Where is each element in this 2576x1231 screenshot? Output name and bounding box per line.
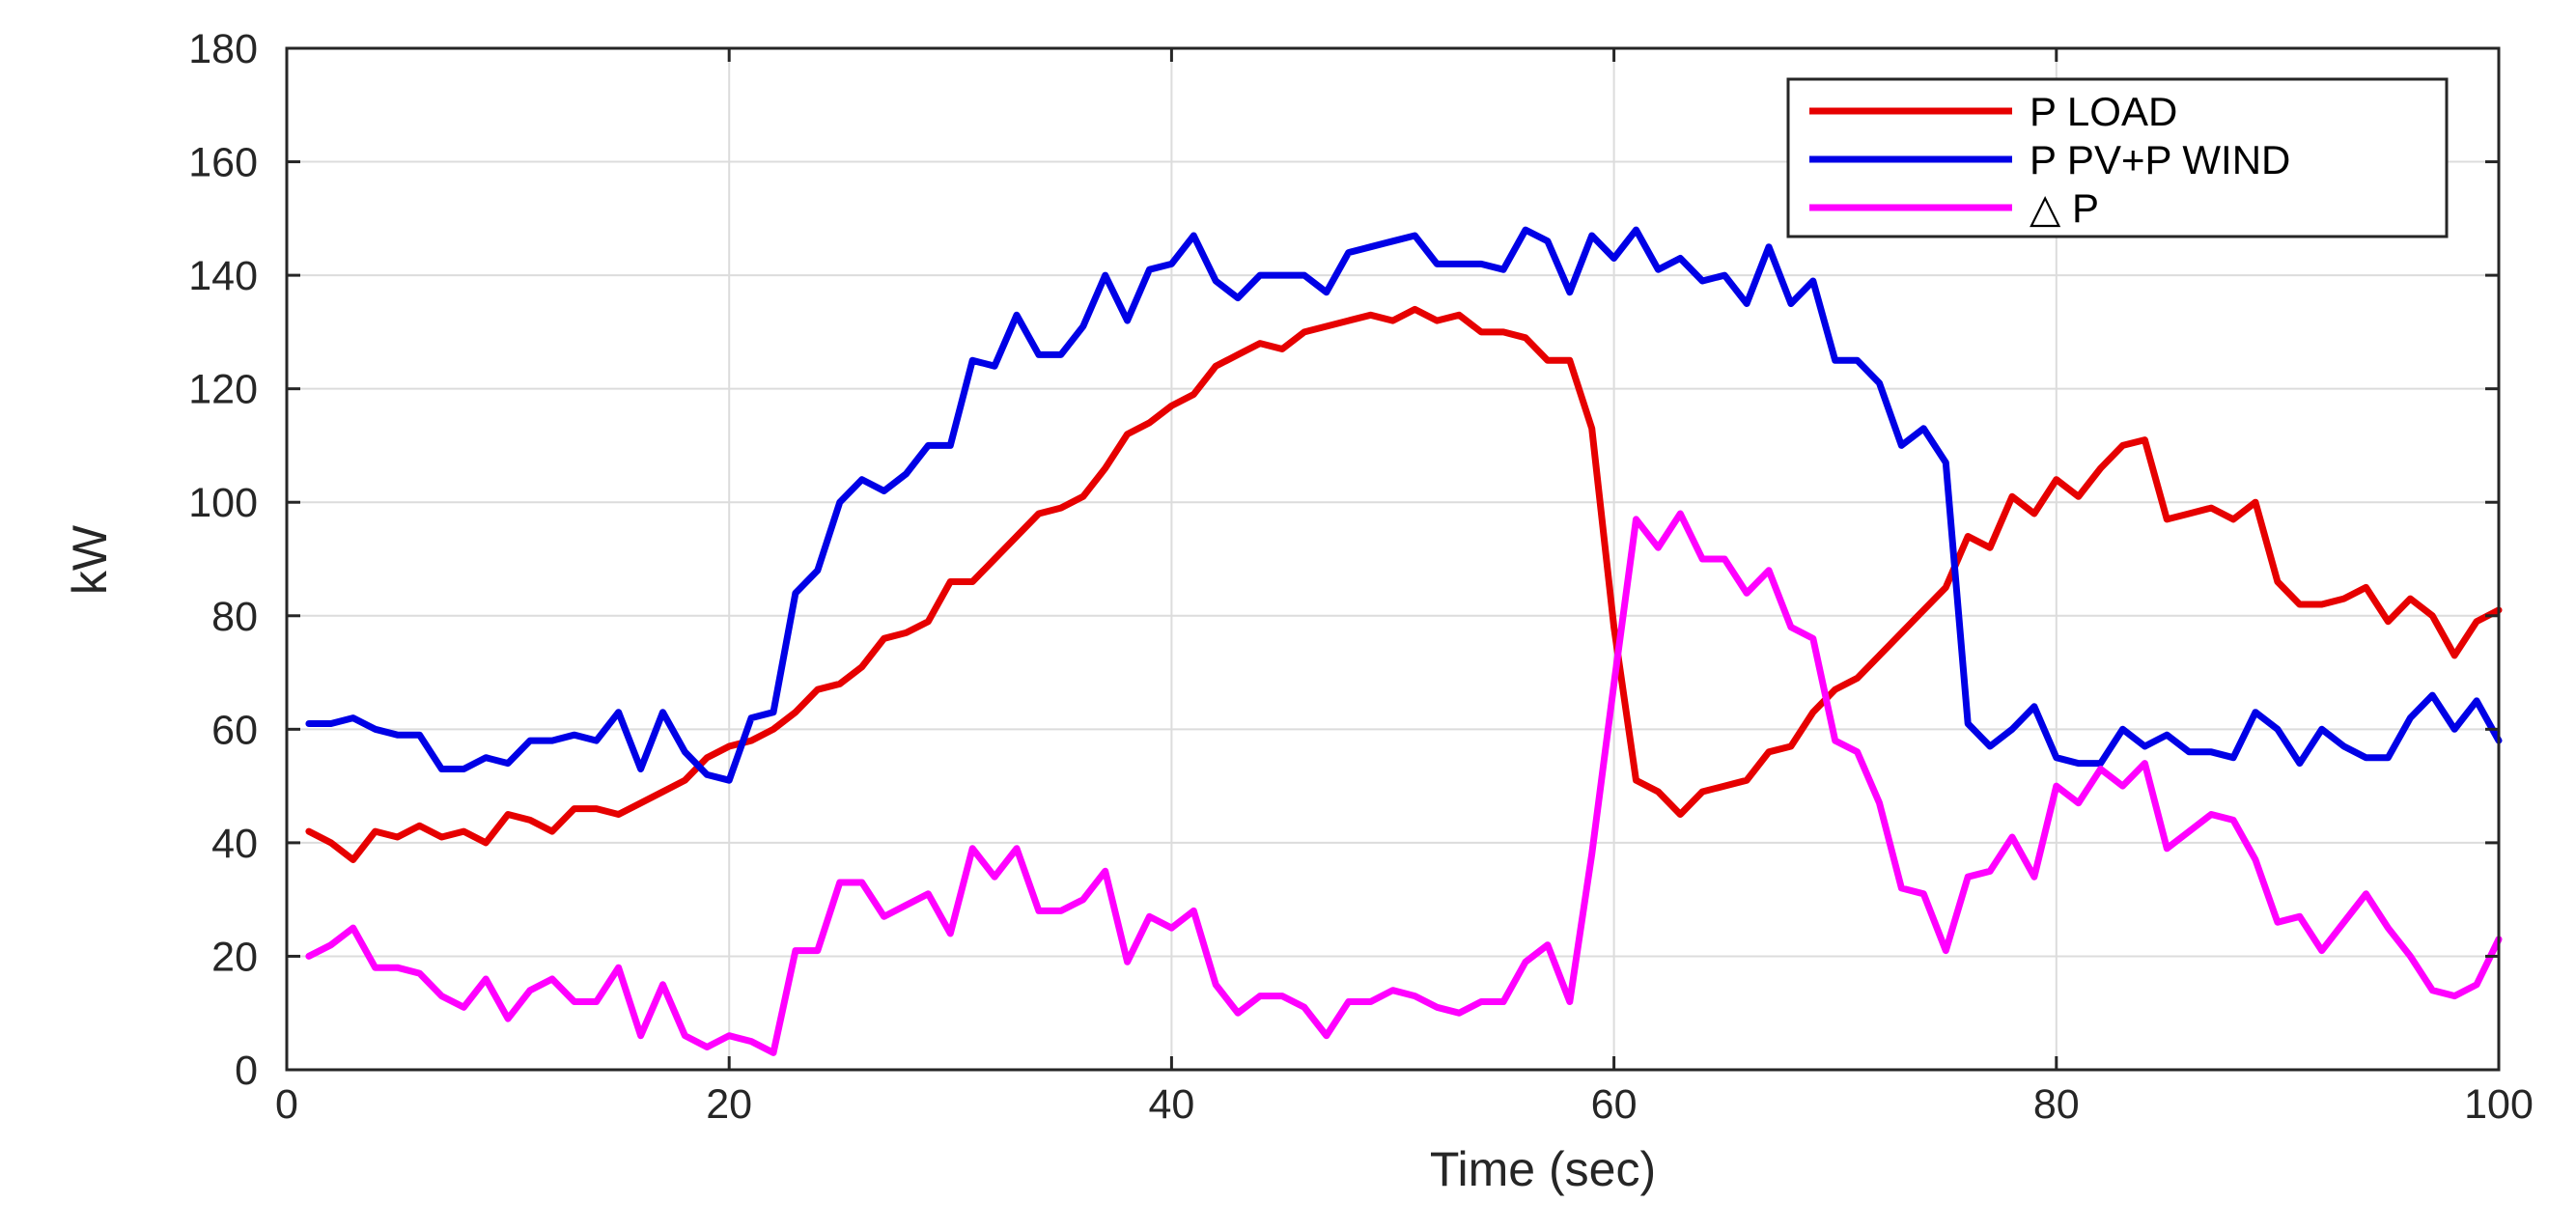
series-layer — [305, 226, 2503, 1056]
series-line-p — [305, 510, 2503, 1056]
plot-frame — [285, 46, 2501, 1072]
legend-entry-label: P LOAD — [2030, 89, 2177, 134]
grid-lines — [287, 48, 2499, 1070]
x-tick-label: 100 — [2464, 1081, 2534, 1128]
series-line-p-load — [305, 305, 2503, 863]
y-tick-label: 60 — [211, 707, 258, 753]
y-tick-label: 180 — [188, 26, 258, 72]
legend-entry-label: P PV+P WIND — [2030, 137, 2290, 182]
legend-entry-label: △ P — [2030, 185, 2099, 231]
x-tick-label: 40 — [1148, 1081, 1194, 1128]
x-tick-label: 0 — [275, 1081, 298, 1128]
y-tick-label: 80 — [211, 594, 258, 640]
y-tick-label: 0 — [235, 1048, 258, 1094]
y-tick-label: 40 — [211, 821, 258, 867]
x-tick-label: 80 — [2033, 1081, 2080, 1128]
y-tick-label: 100 — [188, 480, 258, 526]
y-axis-ticks: 0 20 40 60 80 100 120 140 160 180 — [188, 26, 2499, 1094]
y-tick-label: 140 — [188, 253, 258, 299]
y-tick-label: 20 — [211, 934, 258, 980]
y-tick-label: 160 — [188, 140, 258, 186]
y-axis-label: kW — [63, 524, 117, 595]
y-tick-label: 120 — [188, 367, 258, 413]
x-axis-label: Time (sec) — [1430, 1142, 1656, 1196]
x-tick-label: 20 — [706, 1081, 752, 1128]
series-line-p-pv-p-wind — [305, 226, 2503, 784]
x-axis-ticks: 0 20 40 60 80 100 — [275, 48, 2534, 1128]
x-tick-label: 60 — [1591, 1081, 1638, 1128]
